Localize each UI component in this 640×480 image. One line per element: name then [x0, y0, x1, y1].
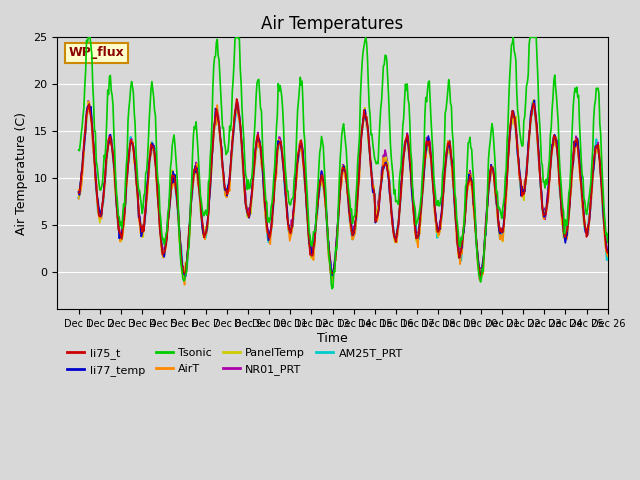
- Title: Air Temperatures: Air Temperatures: [262, 15, 404, 33]
- Legend: li75_t, li77_temp, Tsonic, AirT, PanelTemp, NR01_PRT, AM25T_PRT: li75_t, li77_temp, Tsonic, AirT, PanelTe…: [63, 344, 407, 380]
- Text: WP_flux: WP_flux: [68, 47, 124, 60]
- Y-axis label: Air Temperature (C): Air Temperature (C): [15, 112, 28, 235]
- X-axis label: Time: Time: [317, 332, 348, 345]
